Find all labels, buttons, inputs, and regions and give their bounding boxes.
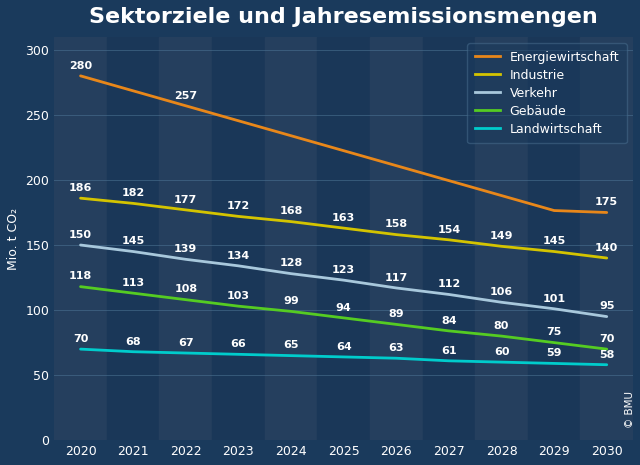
Text: 106: 106 <box>490 287 513 297</box>
Text: 154: 154 <box>437 225 461 235</box>
Text: 112: 112 <box>437 279 461 289</box>
Bar <box>107 37 159 440</box>
Text: 175: 175 <box>595 197 618 207</box>
Text: 113: 113 <box>122 278 145 288</box>
Text: 63: 63 <box>388 343 404 353</box>
Bar <box>580 37 633 440</box>
Text: 89: 89 <box>388 309 404 319</box>
Text: 177: 177 <box>174 195 197 205</box>
Y-axis label: Mio. t CO₂: Mio. t CO₂ <box>7 207 20 270</box>
Text: 186: 186 <box>69 183 92 193</box>
Text: 172: 172 <box>227 201 250 211</box>
Text: 95: 95 <box>599 301 614 312</box>
Text: 257: 257 <box>174 91 197 100</box>
Text: 103: 103 <box>227 291 250 301</box>
Text: 66: 66 <box>230 339 246 349</box>
Bar <box>317 37 370 440</box>
Text: 75: 75 <box>547 327 562 338</box>
Bar <box>54 37 107 440</box>
Text: 67: 67 <box>178 338 193 348</box>
Text: 108: 108 <box>174 285 197 294</box>
Bar <box>422 37 475 440</box>
Text: 117: 117 <box>385 273 408 283</box>
Text: 158: 158 <box>385 219 408 229</box>
Text: 128: 128 <box>280 259 303 268</box>
Text: 139: 139 <box>174 244 197 254</box>
Bar <box>212 37 265 440</box>
Bar <box>528 37 580 440</box>
Bar <box>370 37 422 440</box>
Bar <box>265 37 317 440</box>
Text: 80: 80 <box>494 321 509 331</box>
Text: 58: 58 <box>599 350 614 359</box>
Text: 94: 94 <box>336 303 351 312</box>
Bar <box>159 37 212 440</box>
Text: 64: 64 <box>336 342 351 352</box>
Text: 145: 145 <box>122 236 145 246</box>
Text: 70: 70 <box>599 334 614 344</box>
Text: 163: 163 <box>332 213 355 223</box>
Text: 134: 134 <box>227 251 250 261</box>
Text: 145: 145 <box>543 236 566 246</box>
Text: 168: 168 <box>279 206 303 216</box>
Text: 99: 99 <box>283 296 299 306</box>
Text: © BMU: © BMU <box>625 391 635 428</box>
Text: 149: 149 <box>490 231 513 241</box>
Text: 84: 84 <box>441 316 457 326</box>
Text: 182: 182 <box>122 188 145 198</box>
Legend: Energiewirtschaft, Industrie, Verkehr, Gebäude, Landwirtschaft: Energiewirtschaft, Industrie, Verkehr, G… <box>467 43 627 143</box>
Title: Sektorziele und Jahresemissionsmengen: Sektorziele und Jahresemissionsmengen <box>89 7 598 27</box>
Text: 123: 123 <box>332 265 355 275</box>
Text: 150: 150 <box>69 230 92 240</box>
Text: 280: 280 <box>69 60 92 71</box>
Text: 59: 59 <box>547 348 562 358</box>
Text: 68: 68 <box>125 337 141 346</box>
Text: 140: 140 <box>595 243 618 253</box>
Text: 70: 70 <box>73 334 88 344</box>
Bar <box>475 37 528 440</box>
Text: 60: 60 <box>493 347 509 357</box>
Text: 101: 101 <box>543 293 566 304</box>
Text: 118: 118 <box>69 272 92 281</box>
Text: 65: 65 <box>284 340 299 351</box>
Text: 61: 61 <box>441 345 457 356</box>
